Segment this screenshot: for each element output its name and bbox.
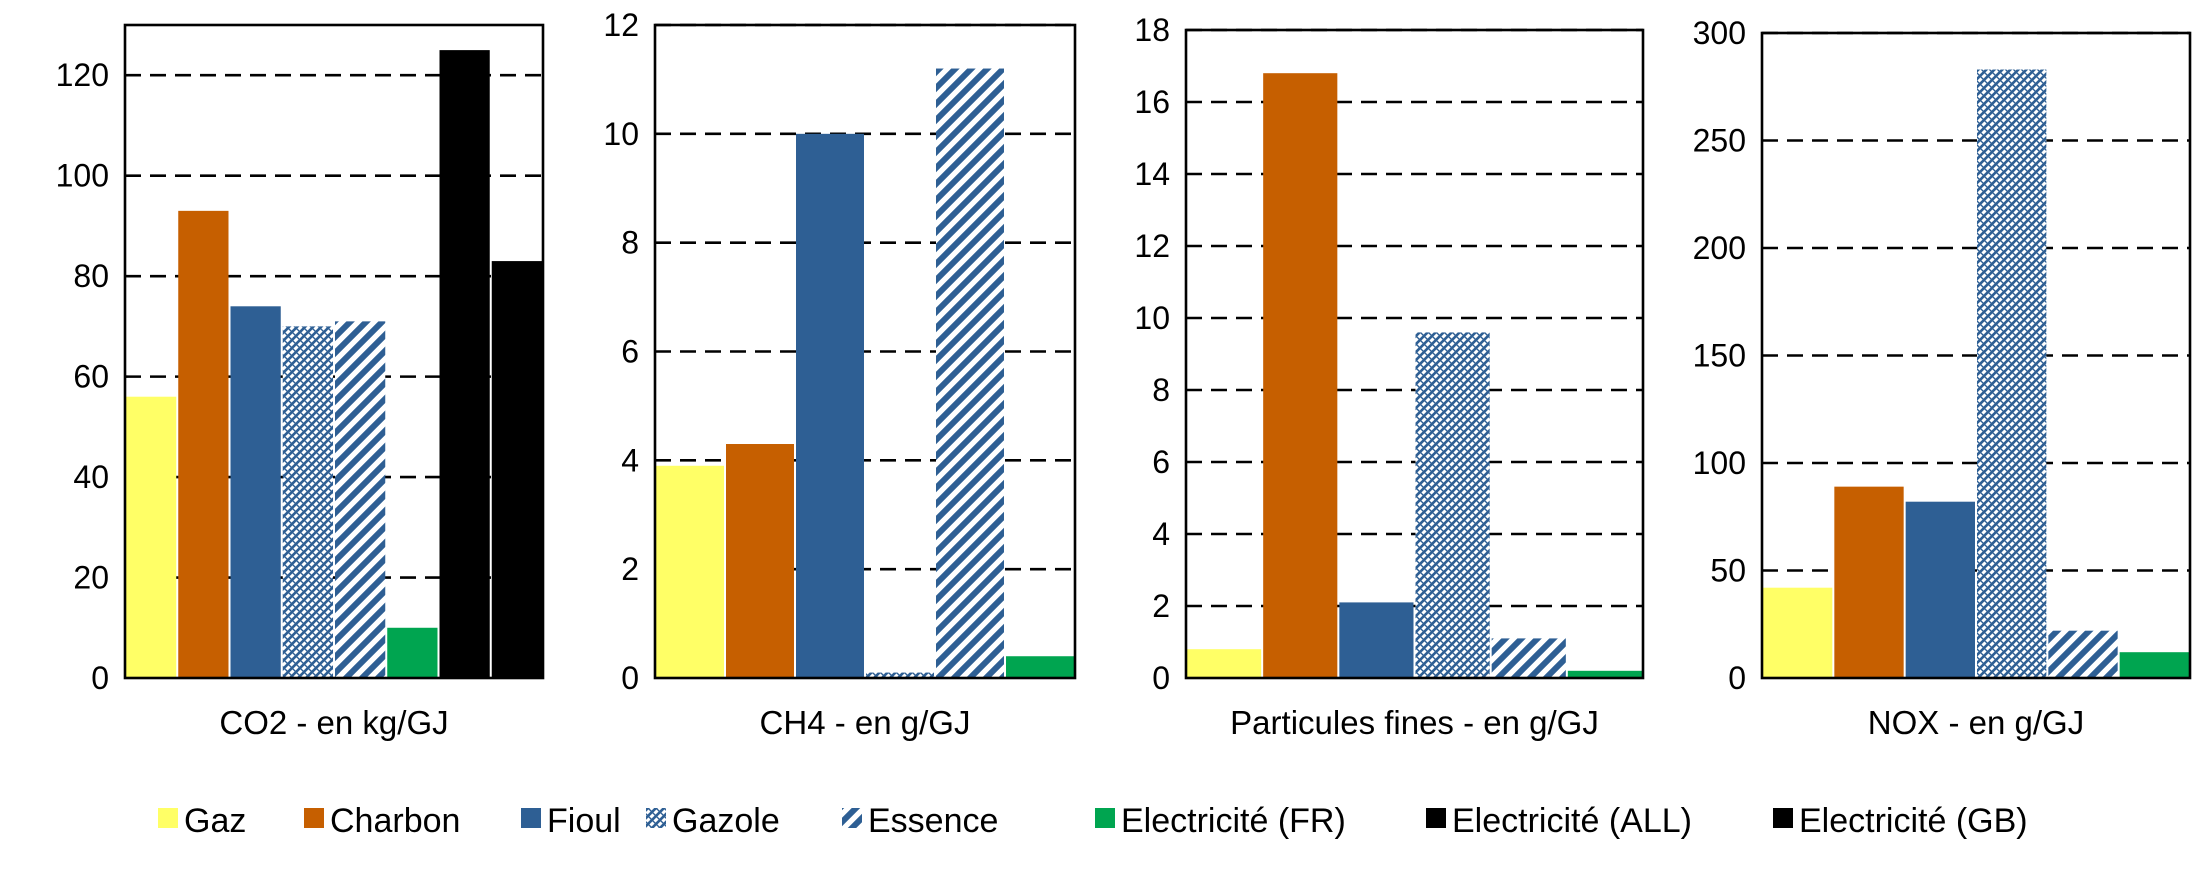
plot-frame: [653, 23, 1077, 680]
y-tick-label: 4: [621, 442, 639, 478]
legend-item-fioul: Fioul: [521, 802, 621, 840]
bar-gaz: [656, 465, 724, 678]
legend-swatch: [1773, 808, 1793, 828]
bar-gaz: [126, 396, 177, 678]
bar-gazole: [1415, 332, 1490, 678]
legend-item-electricite-gb: Electricité (GB): [1773, 802, 2028, 840]
legend-label: Electricité (ALL): [1452, 802, 1692, 840]
bar-gazole: [866, 672, 934, 678]
plot-frame: [1760, 31, 2192, 680]
bar-charbon: [726, 444, 794, 678]
y-tick-label: 50: [1710, 553, 1746, 589]
legend: Gaz Charbon Fioul Gazole Essence Electricité …: [158, 802, 2028, 840]
legend-item-gaz: Gaz: [158, 802, 246, 840]
legend-item-electricite-all: Electricité (ALL): [1426, 802, 1692, 840]
legend-swatch: [842, 808, 862, 828]
legend-label: Gazole: [672, 802, 780, 840]
legend-swatch: [646, 808, 666, 828]
bar-fioul: [796, 133, 864, 679]
bar-charbon: [1834, 486, 1904, 678]
chart-panel-ch4-en-g-gj: 0 2 4 6 8 10 12 CH4 - en g/GJ: [603, 7, 1077, 741]
legend-swatch: [304, 808, 324, 828]
bar-gazole: [282, 326, 333, 678]
legend-item-gazole: Gazole: [646, 802, 780, 840]
y-tick-label: 12: [1134, 228, 1170, 264]
y-tick-label: 40: [73, 459, 109, 495]
y-tick-label: 20: [73, 560, 109, 596]
plot-frame: [123, 23, 545, 680]
bar-essence: [1491, 638, 1566, 678]
legend-label: Essence: [868, 802, 998, 840]
chart-panel-particules-fines-en-g-gj: 0 2 4 6 8 10 12 14 16 18 Particules fines - en g/G…: [1134, 12, 1645, 741]
y-tick-label: 120: [56, 57, 109, 93]
y-tick-label: 2: [621, 551, 639, 587]
legend-swatch: [1426, 808, 1446, 828]
y-tick-label: 16: [1134, 84, 1170, 120]
y-tick-label: 0: [1728, 660, 1746, 696]
bar-charbon: [1263, 73, 1338, 678]
y-tick-label: 4: [1152, 516, 1170, 552]
x-axis-title: CH4 - en g/GJ: [760, 704, 971, 741]
y-tick-label: 10: [603, 116, 639, 152]
bar-electricite-fr: [1006, 656, 1074, 678]
y-tick-label: 250: [1693, 123, 1746, 159]
bar-electricite-fr: [2119, 652, 2189, 678]
bar-electricite-fr: [387, 627, 438, 678]
x-axis-title: CO2 - en kg/GJ: [219, 704, 448, 741]
y-tick-label: 100: [1693, 445, 1746, 481]
bar-fioul: [1905, 501, 1975, 678]
legend-label: Charbon: [330, 802, 460, 840]
y-tick-label: 60: [73, 359, 109, 395]
y-tick-label: 14: [1134, 156, 1170, 192]
y-tick-label: 2: [1152, 588, 1170, 624]
y-tick-label: 100: [56, 158, 109, 194]
chart-panel-nox-en-g-gj: 0 50 100 150 200 250 300 NOX - en g/GJ: [1693, 15, 2192, 741]
bar-fioul: [230, 306, 281, 678]
bar-gaz: [1763, 587, 1833, 678]
y-tick-label: 0: [621, 660, 639, 696]
legend-swatch: [521, 808, 541, 828]
y-tick-label: 300: [1693, 15, 1746, 51]
y-tick-label: 10: [1134, 300, 1170, 336]
y-tick-label: 150: [1693, 338, 1746, 374]
bar-electricite-fr: [1567, 670, 1642, 678]
y-tick-label: 0: [1152, 660, 1170, 696]
legend-item-essence: Essence: [842, 802, 998, 840]
y-tick-label: 0: [91, 660, 109, 696]
y-tick-label: 8: [621, 225, 639, 261]
bar-electricite-gb: [491, 261, 542, 678]
bar-essence: [936, 68, 1004, 679]
y-tick-label: 6: [621, 334, 639, 370]
bar-gazole: [1977, 69, 2047, 679]
legend-swatch: [158, 808, 178, 828]
y-tick-label: 6: [1152, 444, 1170, 480]
legend-item-electricite-fr: Electricité (FR): [1095, 802, 1346, 840]
plot-frame: [1184, 28, 1645, 680]
x-axis-title: NOX - en g/GJ: [1868, 704, 2084, 741]
bar-fioul: [1339, 602, 1414, 678]
y-tick-label: 200: [1693, 230, 1746, 266]
legend-swatch: [1095, 808, 1115, 828]
bar-charbon: [178, 210, 229, 678]
bar-gaz: [1187, 649, 1262, 678]
legend-label: Fioul: [547, 802, 621, 840]
legend-label: Gaz: [184, 802, 246, 840]
y-tick-label: 80: [73, 258, 109, 294]
y-tick-label: 18: [1134, 12, 1170, 48]
legend-item-charbon: Charbon: [304, 802, 460, 840]
legend-label: Electricité (GB): [1799, 802, 2028, 840]
y-tick-label: 12: [603, 7, 639, 43]
legend-label: Electricité (FR): [1121, 802, 1346, 840]
bar-essence: [2048, 630, 2118, 678]
bar-essence: [335, 321, 386, 678]
x-axis-title: Particules fines - en g/GJ: [1230, 704, 1599, 741]
y-tick-label: 8: [1152, 372, 1170, 408]
bar-electricite-all: [439, 50, 490, 679]
chart-panel-co2-en-kg-gj: 0 20 40 60 80 100 120 CO2 - en kg/GJ: [56, 23, 545, 741]
